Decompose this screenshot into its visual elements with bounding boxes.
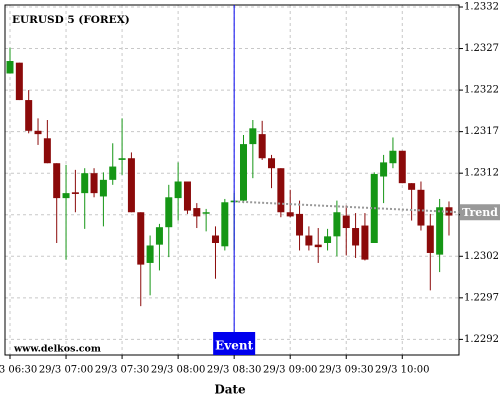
candle-body bbox=[380, 162, 388, 177]
candle-body bbox=[211, 235, 219, 243]
candle-body bbox=[398, 150, 406, 184]
candle-body bbox=[389, 150, 397, 164]
x-tick-label: 29/3 06:30 bbox=[0, 365, 37, 376]
y-tick-label: 1.2322 bbox=[464, 85, 499, 96]
x-tick-label: 29/3 07:30 bbox=[95, 365, 149, 376]
watermark: www.delkos.com bbox=[13, 344, 101, 355]
event-label: Event bbox=[215, 339, 253, 353]
candle-body bbox=[118, 158, 126, 160]
candle-body bbox=[249, 128, 257, 145]
event-label-box bbox=[213, 332, 256, 355]
candle-body bbox=[6, 61, 14, 74]
chart-title: EURUSD 5 (FOREX) bbox=[12, 14, 130, 26]
candle-body bbox=[361, 225, 369, 260]
candle-body bbox=[90, 173, 98, 194]
x-axis-title: Date bbox=[214, 383, 246, 397]
candle-body bbox=[277, 168, 285, 213]
y-tick-label: 1.2317 bbox=[464, 126, 499, 137]
x-tick-label: 29/3 09:00 bbox=[263, 365, 317, 376]
candle-body bbox=[258, 134, 266, 159]
candle-body bbox=[43, 138, 51, 164]
candle-body bbox=[183, 181, 191, 211]
x-tick-label: 29/3 08:30 bbox=[207, 365, 261, 376]
candle-body bbox=[296, 213, 304, 236]
candle-body bbox=[109, 166, 117, 180]
candle-body bbox=[137, 212, 145, 265]
candle-body bbox=[305, 235, 313, 246]
candle-body bbox=[268, 158, 276, 169]
candle-body bbox=[81, 173, 89, 194]
y-tick-label: 1.2332 bbox=[464, 2, 499, 13]
candle-body bbox=[445, 207, 453, 216]
candle-body bbox=[240, 144, 247, 201]
candle-body bbox=[174, 181, 182, 199]
candle-body bbox=[34, 130, 42, 135]
candle-body bbox=[99, 179, 107, 197]
x-tick-label: 29/3 08:00 bbox=[151, 365, 205, 376]
candle-body bbox=[352, 228, 360, 246]
x-tick-label: 29/3 10:00 bbox=[375, 365, 429, 376]
candle-body bbox=[25, 100, 33, 131]
y-tick-label: 1.2312 bbox=[464, 168, 499, 179]
candle-body bbox=[324, 236, 332, 243]
candle-body bbox=[333, 212, 341, 237]
trend-line bbox=[234, 200, 460, 214]
y-tick-label: 1.2292 bbox=[464, 334, 499, 345]
y-tick-label: 1.2302 bbox=[464, 251, 499, 262]
candle-body bbox=[202, 212, 210, 214]
candle-body bbox=[15, 62, 23, 101]
candle-body bbox=[426, 225, 434, 253]
candle-body bbox=[408, 183, 416, 190]
candle-body bbox=[146, 245, 154, 263]
candle-body bbox=[71, 192, 79, 194]
candle-body bbox=[417, 189, 425, 226]
candle-body bbox=[314, 244, 322, 248]
y-tick-label: 1.2297 bbox=[464, 292, 499, 303]
candle-body bbox=[165, 197, 173, 228]
candle-body bbox=[62, 193, 70, 199]
candle-body bbox=[193, 208, 201, 217]
y-tick-label: 1.2327 bbox=[464, 43, 499, 54]
candle-body bbox=[127, 158, 135, 213]
candle-body bbox=[342, 215, 350, 229]
x-tick-label: 29/3 07:00 bbox=[39, 365, 93, 376]
candle-body bbox=[221, 202, 229, 247]
candle-body bbox=[286, 212, 294, 217]
candle-body bbox=[436, 207, 444, 255]
candle-body bbox=[155, 227, 163, 245]
trend-label-box bbox=[460, 204, 500, 221]
x-tick-label: 29/3 09:30 bbox=[319, 365, 373, 376]
candle-body bbox=[53, 163, 61, 199]
trend-label: Trend bbox=[462, 206, 498, 219]
